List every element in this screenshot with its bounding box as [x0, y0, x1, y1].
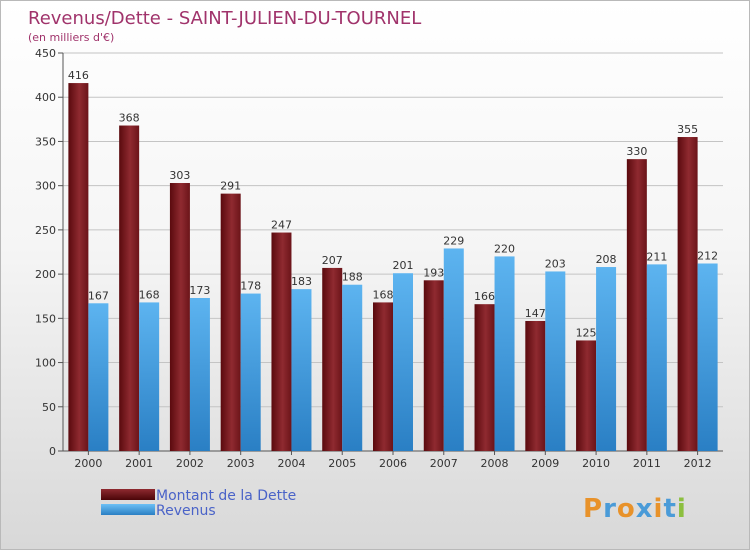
data-label-revenus: 203 [545, 257, 566, 270]
x-tick-label: 2012 [684, 457, 712, 470]
bar-dette [423, 280, 444, 451]
data-label-dette: 330 [626, 145, 647, 158]
chart-subtitle: (en milliers d'€) [28, 31, 114, 44]
bar-dette [474, 304, 495, 451]
bar-dette [373, 302, 393, 451]
data-label-dette: 368 [119, 112, 140, 125]
bar-revenus [494, 256, 515, 451]
data-label-revenus: 220 [494, 242, 515, 255]
bar-revenus [646, 264, 667, 451]
data-label-revenus: 168 [139, 288, 160, 301]
y-tick-label: 450 [35, 47, 56, 60]
y-tick-label: 400 [35, 91, 56, 104]
brand-logo: Proxiti [583, 494, 687, 524]
y-tick-label: 150 [35, 312, 56, 325]
data-label-dette: 303 [169, 169, 190, 182]
data-label-revenus: 211 [646, 250, 667, 263]
y-axis: 0 50 100 150 200 250 300 350 400 450 [35, 47, 64, 458]
y-tick-label: 200 [35, 268, 56, 281]
x-tick-label: 2010 [582, 457, 610, 470]
data-label-dette: 291 [220, 180, 241, 193]
data-label-revenus: 212 [697, 249, 718, 262]
data-label-dette: 207 [322, 254, 343, 267]
data-label-revenus: 201 [393, 259, 414, 272]
x-tick-label: 2000 [74, 457, 102, 470]
x-tick-label: 2004 [277, 457, 305, 470]
x-tick-label: 2002 [176, 457, 204, 470]
x-tick-label: 2003 [227, 457, 255, 470]
data-label-dette: 125 [576, 326, 597, 339]
brand-letter: i [677, 494, 687, 524]
bars-group: 416 167 368 168 303 173 291 178 247 183 207 188 168 2… [68, 69, 718, 452]
data-label-revenus: 183 [291, 275, 312, 288]
data-label-dette: 166 [474, 290, 495, 303]
y-tick-label: 50 [42, 401, 56, 414]
x-tick-label: 2007 [430, 457, 458, 470]
chart-title: Revenus/Dette - SAINT-JULIEN-DU-TOURNEL [28, 8, 421, 29]
bar-revenus [596, 267, 617, 451]
brand-letter: P [583, 494, 603, 524]
y-tick-label: 0 [49, 445, 56, 458]
data-label-dette: 355 [677, 123, 698, 136]
bar-revenus [139, 302, 160, 451]
bar-revenus [342, 284, 363, 451]
data-label-revenus: 178 [240, 280, 261, 293]
data-label-dette: 193 [423, 266, 444, 279]
x-tick-label: 2005 [328, 457, 356, 470]
y-tick-label: 100 [35, 357, 56, 370]
data-label-dette: 168 [373, 288, 394, 301]
brand-letter: t [663, 494, 676, 524]
legend-label-revenus: Revenus [156, 503, 216, 519]
x-tick-label: 2006 [379, 457, 407, 470]
data-label-revenus: 173 [189, 284, 210, 297]
data-label-dette: 147 [525, 307, 546, 320]
x-tick-label: 2008 [481, 457, 509, 470]
bar-revenus [291, 289, 312, 451]
data-label-revenus: 229 [443, 234, 464, 247]
data-label-revenus: 167 [88, 289, 109, 302]
legend: Montant de la Dette Revenus [101, 488, 296, 519]
legend-label-dette: Montant de la Dette [156, 488, 296, 504]
bar-revenus [393, 273, 413, 451]
y-tick-label: 350 [35, 135, 56, 148]
bar-dette [169, 183, 190, 451]
bar-dette [271, 232, 292, 451]
brand-logo-text: Proxiti [583, 494, 687, 524]
x-axis: 2000 2001 2002 2003 2004 2005 2006 2007 2008 2009… [74, 451, 712, 470]
bar-revenus [545, 271, 566, 451]
bar-dette [322, 267, 343, 451]
data-label-revenus: 188 [342, 271, 363, 284]
data-label-dette: 247 [271, 219, 292, 232]
bar-revenus [189, 297, 210, 451]
x-tick-label: 2009 [531, 457, 559, 470]
bar-dette [576, 340, 597, 451]
y-tick-label: 250 [35, 224, 56, 237]
x-tick-label: 2001 [125, 457, 153, 470]
brand-letter: r [603, 494, 617, 524]
bar-dette [68, 83, 89, 452]
bar-dette [677, 137, 698, 451]
data-label-revenus: 208 [596, 253, 617, 266]
legend-swatch-dette [101, 489, 155, 500]
data-label-dette: 416 [68, 69, 89, 82]
bar-revenus [88, 303, 109, 451]
bar-dette [220, 193, 241, 452]
bar-dette [525, 320, 546, 451]
brand-letter: i [654, 494, 664, 524]
brand-letter: o [617, 494, 636, 524]
bar-revenus [443, 248, 464, 451]
brand-letter: x [636, 494, 654, 524]
bar-dette [119, 125, 140, 451]
legend-swatch-revenus [101, 504, 155, 515]
bar-revenus [240, 293, 261, 451]
bar-dette [626, 159, 647, 451]
y-tick-label: 300 [35, 180, 56, 193]
bar-revenus [697, 263, 718, 451]
x-tick-label: 2011 [633, 457, 661, 470]
